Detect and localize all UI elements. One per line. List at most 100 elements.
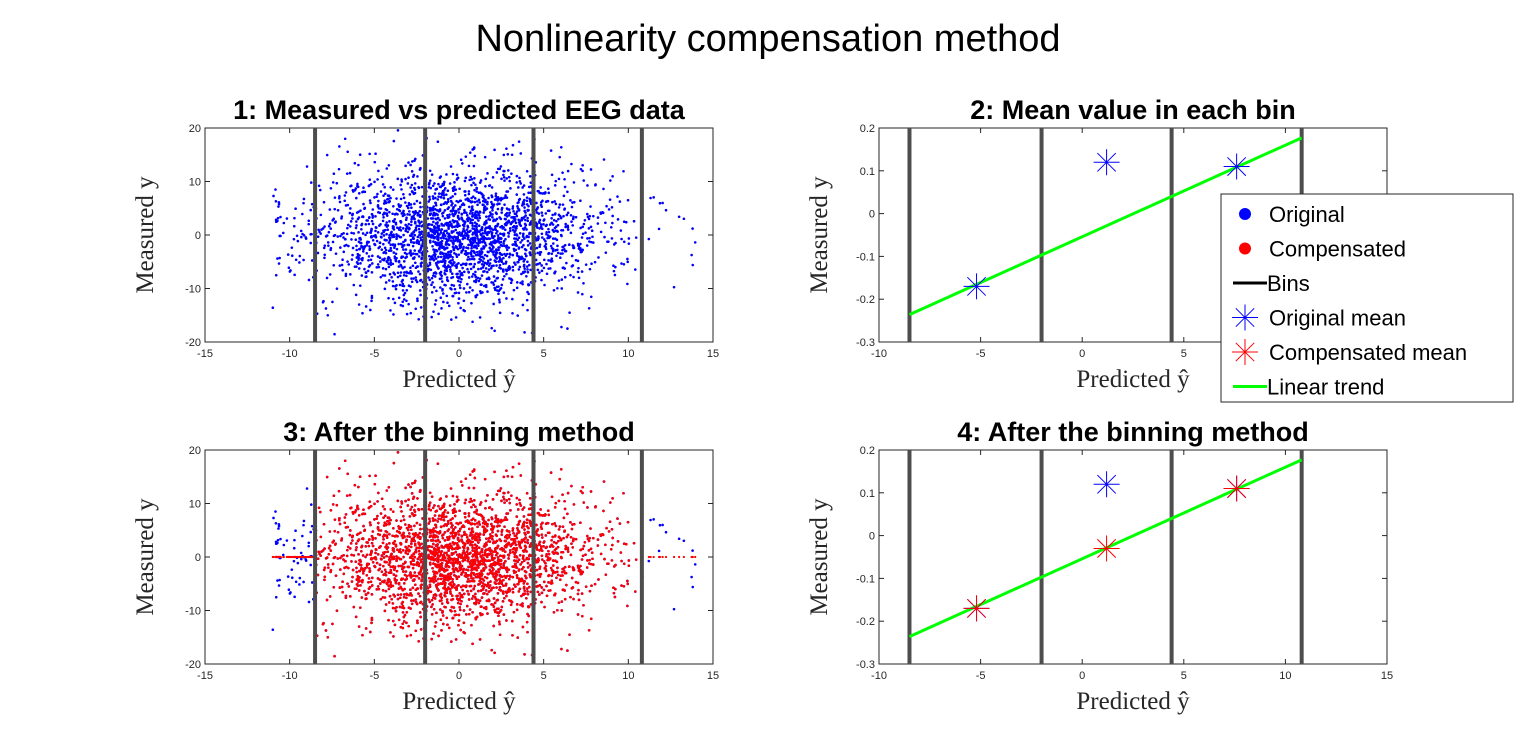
original-point (486, 172, 489, 175)
original-point (478, 216, 482, 220)
original-point (472, 227, 476, 231)
original-point (482, 240, 486, 243)
original-point (505, 190, 508, 193)
original-point (489, 241, 493, 244)
original-point (559, 233, 563, 237)
original-point (528, 242, 532, 245)
original-point (343, 137, 347, 141)
original-point (393, 255, 397, 258)
original-point (581, 169, 584, 173)
original-point (522, 263, 526, 267)
original-point (553, 237, 557, 241)
original-point (459, 263, 463, 267)
original-point (342, 250, 346, 254)
original-point (429, 186, 433, 190)
original-point (433, 303, 437, 306)
original-point (400, 180, 404, 183)
original-point (489, 248, 493, 252)
original-point (451, 236, 455, 240)
original-point (437, 261, 440, 264)
original-point (436, 216, 440, 220)
original-point (444, 243, 448, 246)
original-point (439, 236, 443, 240)
original-point (550, 221, 553, 225)
original-point (508, 277, 511, 280)
original-point (338, 264, 342, 267)
original-point (528, 213, 532, 217)
original-point (477, 244, 480, 248)
original-point (383, 192, 387, 196)
original-point (522, 232, 525, 236)
original-point (441, 289, 444, 292)
original-point (449, 253, 452, 256)
original-point (482, 211, 485, 214)
original-point (442, 196, 446, 200)
original-point (385, 221, 389, 224)
original-point (514, 212, 518, 216)
original-point (511, 268, 515, 272)
original-point (494, 192, 498, 195)
original-point (566, 211, 570, 215)
original-point (370, 271, 374, 274)
original-point (387, 241, 391, 244)
original-point (367, 222, 371, 226)
original-point (566, 225, 570, 229)
original-point (327, 224, 331, 228)
original-point (570, 220, 573, 223)
original-point (463, 193, 467, 197)
original-point (580, 236, 584, 239)
original-point (370, 229, 373, 233)
original-point (272, 194, 275, 198)
original-point (473, 262, 477, 266)
original-point (551, 237, 555, 240)
original-point (322, 200, 326, 204)
original-point (439, 203, 443, 206)
original-point (413, 159, 416, 162)
original-point (476, 203, 479, 207)
original-point (541, 199, 544, 203)
original-point (383, 274, 387, 277)
original-point (609, 179, 612, 182)
original-point (385, 167, 389, 170)
original-point (471, 221, 474, 225)
original-point (569, 273, 572, 277)
original-point (481, 235, 484, 238)
original-point (441, 292, 445, 295)
original-point (535, 201, 538, 205)
original-point (290, 568, 294, 571)
original-point (467, 276, 471, 279)
original-point (462, 245, 465, 249)
original-point (540, 269, 544, 273)
original-point (456, 216, 460, 219)
original-point (561, 252, 564, 255)
original-point (402, 293, 406, 297)
original-point (388, 233, 391, 237)
original-point (483, 155, 487, 159)
original-point (498, 311, 502, 315)
original-point (391, 212, 394, 216)
original-point (521, 303, 525, 307)
original-point (535, 246, 539, 250)
original-point (457, 291, 461, 295)
original-point (566, 327, 569, 330)
original-point (371, 208, 375, 211)
original-point (586, 237, 589, 240)
original-point (526, 308, 529, 312)
original-point (473, 211, 477, 215)
original-point (328, 273, 332, 276)
original-point (501, 232, 504, 236)
original-point (505, 269, 509, 273)
original-point (459, 245, 463, 249)
original-point (616, 218, 620, 221)
original-point (412, 241, 416, 245)
original-point (511, 243, 514, 246)
original-point (360, 258, 364, 262)
original-point (445, 173, 448, 176)
original-point (482, 247, 485, 250)
original-point (447, 304, 451, 308)
original-point (355, 224, 358, 227)
original-point (515, 254, 519, 257)
original-point (413, 202, 416, 206)
y-tick-label: -20 (185, 337, 201, 349)
original-point (470, 205, 474, 208)
